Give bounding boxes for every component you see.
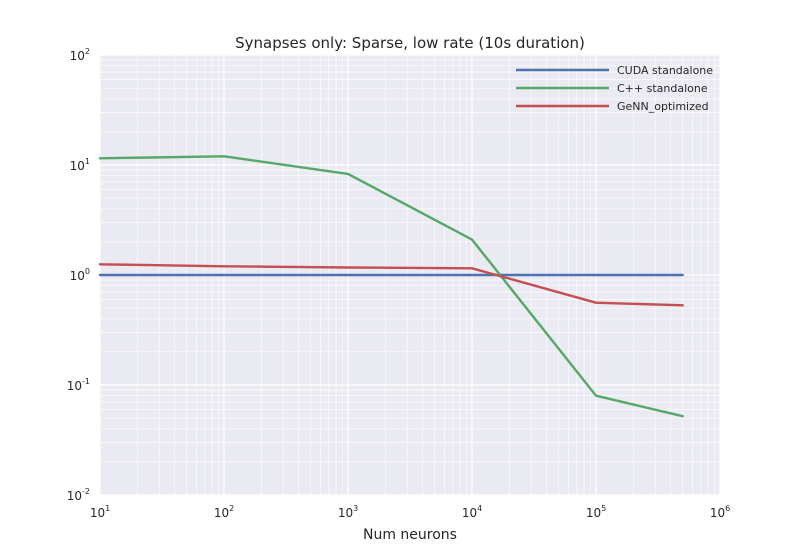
legend: CUDA standalone C++ standalone GeNN_optimi… [516,64,713,113]
series-line-genn-optimized [98,263,684,307]
y-tick-label: 100 [70,267,90,283]
legend-label: CUDA standalone [617,64,713,77]
legend-label: GeNN_optimized [617,100,709,113]
y-tick-label: 10-1 [67,377,90,393]
chart-title: Synapses only: Sparse, low rate (10s dur… [235,34,585,52]
x-tick-label: 106 [710,504,730,520]
x-tick-label: 103 [338,504,358,520]
x-tick-label: 105 [586,504,606,520]
y-tick-label: 102 [70,47,90,63]
y-tick-label: 101 [70,157,90,173]
series-lines [98,155,684,418]
x-tick-label: 104 [462,504,482,520]
y-tick-labels: 10-2 10-1 100 101 102 [67,47,90,503]
y-tick-label: 10-2 [67,487,90,503]
legend-label: C++ standalone [617,82,708,95]
x-tick-labels: 101 102 103 104 105 106 [90,504,730,520]
x-tick-label: 102 [214,504,234,520]
x-tick-label: 101 [90,504,110,520]
series-line-c-standalone [98,155,684,418]
x-axis-label: Num neurons [363,527,457,543]
